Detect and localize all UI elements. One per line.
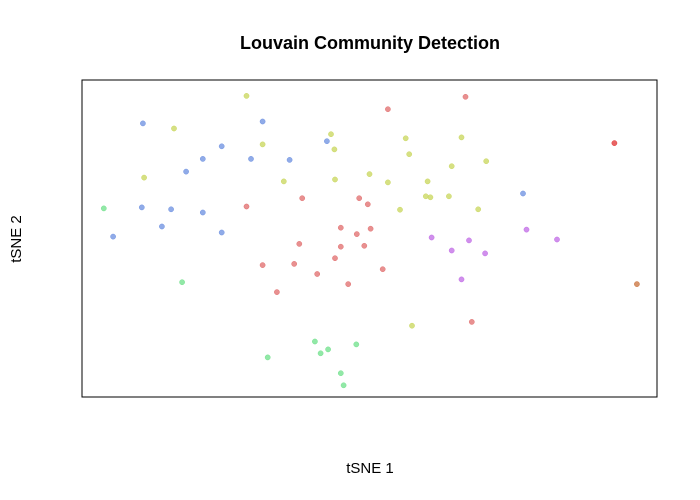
data-point-c1-14 (110, 233, 116, 240)
data-point-c1-15 (520, 190, 526, 197)
data-point-c5-1 (634, 281, 640, 287)
data-point-c3-19 (274, 289, 280, 295)
data-point-c2-6 (331, 146, 338, 153)
data-point-c3-1 (385, 106, 391, 113)
data-point-c2-11 (402, 135, 409, 142)
data-point-c3-16 (314, 271, 321, 277)
data-point-c7-9 (340, 382, 347, 389)
data-point-c3-6 (364, 201, 371, 208)
data-point-c2-1 (243, 93, 250, 99)
data-point-c7-7 (264, 354, 271, 361)
data-point-c3-3 (243, 203, 250, 210)
data-point-c7-1 (100, 205, 107, 212)
data-point-c6-4 (466, 237, 472, 244)
data-point-c2-14 (458, 134, 465, 141)
data-point-c2-19 (427, 194, 434, 201)
data-point-c3-10 (296, 241, 303, 247)
data-point-c3-5 (356, 195, 363, 202)
data-point-c2-4 (141, 174, 147, 181)
data-point-c2-13 (424, 178, 431, 185)
data-points (100, 93, 640, 389)
data-point-c1-12 (199, 209, 206, 216)
data-point-c6-2 (448, 247, 455, 254)
data-point-c3-9 (259, 262, 266, 268)
data-point-c3-12 (337, 243, 344, 250)
data-point-c1-5 (199, 156, 206, 162)
data-point-c2-20 (397, 206, 403, 213)
data-point-c3-4 (299, 195, 306, 202)
data-point-c3-13 (353, 231, 360, 237)
data-point-c2-3 (259, 141, 266, 148)
data-point-c1-4 (183, 168, 189, 175)
data-point-c2-15 (448, 163, 455, 170)
data-point-c1-10 (168, 206, 174, 213)
data-point-c6-7 (554, 236, 560, 243)
data-point-c3-8 (367, 225, 374, 232)
x-axis-label: tSNE 1 (346, 460, 394, 477)
data-point-c2-22 (409, 322, 415, 329)
data-point-c3-11 (291, 261, 298, 267)
data-point-c7-8 (337, 370, 344, 377)
data-point-c2-5 (328, 131, 334, 138)
data-point-c3-17 (379, 266, 386, 273)
data-point-c3-14 (361, 242, 368, 249)
data-point-c2-21 (475, 206, 482, 213)
data-point-c2-9 (366, 171, 373, 177)
data-point-c2-10 (385, 179, 391, 186)
plot-frame (81, 79, 658, 398)
data-point-c1-2 (259, 118, 266, 125)
data-point-c6-1 (428, 234, 435, 241)
data-point-c3-20 (468, 319, 475, 325)
data-point-c2-12 (406, 151, 413, 158)
data-point-c2-8 (332, 176, 338, 183)
data-point-c1-6 (218, 143, 225, 150)
data-point-c7-4 (325, 346, 331, 353)
data-point-c7-6 (353, 341, 360, 348)
data-point-c1-9 (138, 204, 145, 211)
data-point-c1-11 (159, 223, 165, 230)
data-point-c2-7 (280, 178, 287, 185)
data-point-c7-5 (317, 350, 324, 357)
data-point-c2-18 (422, 193, 429, 200)
data-point-c3-7 (337, 224, 344, 231)
data-point-c1-1 (140, 120, 146, 127)
data-point-c2-16 (483, 158, 490, 165)
data-point-c6-6 (523, 226, 530, 233)
data-point-c3-18 (345, 281, 352, 287)
data-point-c7-3 (312, 338, 318, 345)
data-point-c1-3 (324, 138, 330, 145)
data-point-c1-7 (248, 156, 254, 162)
data-point-c3-2 (462, 93, 469, 100)
y-axis-label: tSNE 2 (8, 215, 25, 263)
data-point-c7-2 (179, 279, 185, 286)
data-point-c2-17 (446, 193, 452, 200)
data-point-c4-1 (611, 140, 618, 146)
data-point-c6-3 (458, 276, 465, 283)
data-point-c2-2 (171, 125, 177, 132)
data-point-c1-13 (218, 229, 225, 236)
data-point-c3-15 (332, 255, 338, 262)
data-point-c1-8 (286, 157, 293, 163)
chart-title: Louvain Community Detection (240, 33, 500, 53)
data-point-c6-5 (482, 250, 488, 257)
